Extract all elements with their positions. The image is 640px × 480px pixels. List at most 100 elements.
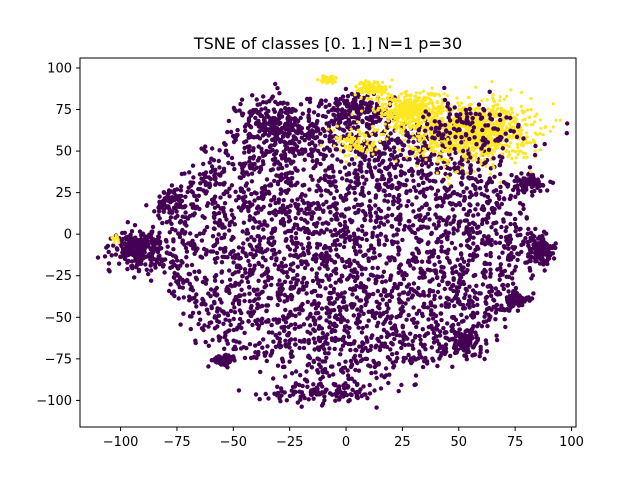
data-point-class-0 xyxy=(491,210,497,215)
data-point-class-0 xyxy=(212,278,218,283)
data-point-class-0 xyxy=(257,136,263,141)
data-point-class-0 xyxy=(287,247,293,252)
data-point-class-0 xyxy=(287,359,292,364)
data-point-class-0 xyxy=(406,139,411,144)
data-point-class-0 xyxy=(471,183,476,188)
data-point-class-0 xyxy=(354,236,359,241)
data-point-class-0 xyxy=(248,313,253,318)
data-point-class-0 xyxy=(227,268,232,273)
data-point-class-0 xyxy=(332,227,338,232)
data-point-class-0 xyxy=(285,145,290,150)
data-point-class-0 xyxy=(293,118,298,123)
data-point-class-0 xyxy=(529,296,535,301)
data-point-class-0 xyxy=(276,166,281,171)
data-point-class-0 xyxy=(293,389,298,395)
data-point-class-0 xyxy=(464,328,470,333)
data-point-class-0 xyxy=(459,319,465,324)
data-point-class-0 xyxy=(261,337,266,342)
data-point-class-0 xyxy=(254,248,259,254)
data-point-class-0 xyxy=(398,262,403,267)
data-point-class-0 xyxy=(387,147,393,152)
data-point-class-0 xyxy=(223,317,228,322)
data-point-class-0 xyxy=(473,177,478,182)
data-point-class-0 xyxy=(513,264,518,269)
data-point-class-0 xyxy=(380,297,385,302)
data-point-class-0 xyxy=(375,288,381,294)
data-point-class-0 xyxy=(328,283,333,289)
data-point-class-0 xyxy=(439,203,444,209)
data-point-class-0 xyxy=(418,224,423,229)
data-point-class-0 xyxy=(236,245,242,250)
data-point-class-0 xyxy=(373,165,378,170)
data-point-class-0 xyxy=(262,221,268,227)
data-point-class-0 xyxy=(281,328,287,334)
data-point-class-0 xyxy=(310,158,315,164)
data-point-class-0 xyxy=(307,202,312,208)
data-point-class-0 xyxy=(114,246,120,251)
data-point-class-0 xyxy=(501,306,506,312)
data-point-class-0 xyxy=(310,131,315,136)
data-point-class-0 xyxy=(533,250,539,255)
data-point-class-0 xyxy=(322,366,328,372)
data-point-class-0 xyxy=(401,156,406,162)
data-point-class-0 xyxy=(390,352,395,357)
data-point-class-0 xyxy=(385,213,390,218)
data-point-class-0 xyxy=(242,145,247,151)
data-point-class-0 xyxy=(302,265,308,271)
data-point-class-1 xyxy=(446,162,450,166)
data-point-class-0 xyxy=(308,323,313,328)
data-point-class-0 xyxy=(171,247,176,252)
data-point-class-0 xyxy=(443,229,448,234)
data-point-class-0 xyxy=(450,270,455,275)
data-point-class-0 xyxy=(499,224,504,230)
data-point-class-0 xyxy=(331,122,336,127)
data-point-class-0 xyxy=(299,404,304,409)
data-point-class-0 xyxy=(320,221,325,226)
data-point-class-0 xyxy=(482,260,488,265)
data-point-class-0 xyxy=(518,226,523,231)
data-point-class-0 xyxy=(169,183,175,188)
data-point-class-0 xyxy=(313,163,318,169)
data-point-class-0 xyxy=(270,129,275,134)
data-point-class-0 xyxy=(251,156,256,161)
data-point-class-0 xyxy=(302,157,307,162)
data-point-class-0 xyxy=(146,252,152,257)
data-point-class-0 xyxy=(488,271,493,276)
data-point-class-0 xyxy=(330,182,335,187)
data-point-class-0 xyxy=(375,214,380,219)
data-point-class-0 xyxy=(397,221,402,227)
data-point-class-0 xyxy=(318,293,323,299)
data-point-class-0 xyxy=(197,269,202,275)
data-point-class-0 xyxy=(345,94,351,99)
data-point-class-0 xyxy=(245,279,251,285)
data-point-class-0 xyxy=(354,382,360,388)
data-point-class-0 xyxy=(237,263,242,269)
data-point-class-0 xyxy=(385,199,391,204)
data-point-class-0 xyxy=(320,370,326,375)
data-point-class-0 xyxy=(402,342,408,348)
data-point-class-0 xyxy=(341,197,346,203)
data-point-class-0 xyxy=(484,307,490,312)
data-point-class-0 xyxy=(449,324,454,329)
data-point-class-0 xyxy=(279,165,285,171)
data-point-class-0 xyxy=(459,182,464,187)
data-point-class-0 xyxy=(436,223,441,228)
data-point-class-0 xyxy=(382,151,387,156)
data-point-class-0 xyxy=(340,176,345,181)
data-point-class-0 xyxy=(203,149,208,154)
data-point-class-0 xyxy=(310,231,315,237)
data-point-class-0 xyxy=(452,214,457,219)
data-point-class-0 xyxy=(229,284,235,289)
data-point-class-0 xyxy=(501,180,507,185)
data-point-class-0 xyxy=(361,95,366,101)
data-point-class-0 xyxy=(292,337,298,342)
data-point-class-0 xyxy=(243,270,248,275)
data-point-class-0 xyxy=(411,305,416,310)
data-point-class-0 xyxy=(439,248,444,253)
data-point-class-0 xyxy=(520,202,526,208)
data-point-class-0 xyxy=(383,279,388,284)
data-point-class-0 xyxy=(380,279,385,285)
data-point-class-0 xyxy=(299,242,304,247)
data-point-class-0 xyxy=(371,246,376,251)
data-point-class-0 xyxy=(301,322,307,327)
